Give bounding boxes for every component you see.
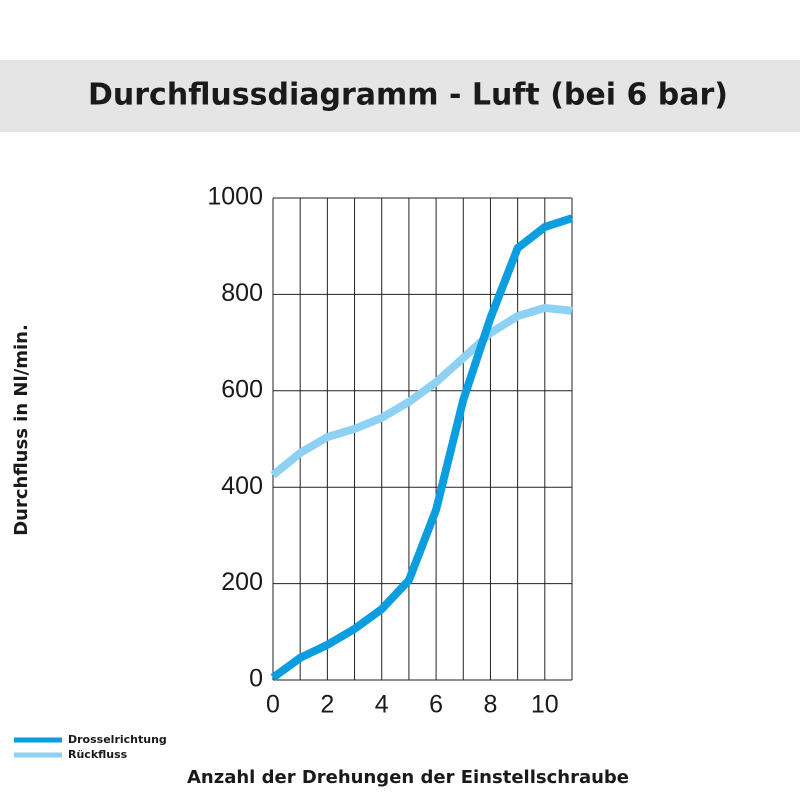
series-line <box>270 303 573 479</box>
x-tick-label: 0 <box>266 691 280 719</box>
y-tick-label: 1000 <box>207 183 263 211</box>
x-tick-label: 4 <box>375 691 389 719</box>
y-tick-label: 200 <box>221 568 263 596</box>
x-tick-label: 10 <box>531 691 559 719</box>
x-axis-title: Anzahl der Drehungen der Einstellschraub… <box>187 767 629 788</box>
chart-title: Durchflussdiagramm - Luft (bei 6 bar) <box>88 78 728 113</box>
y-tick-label: 800 <box>221 279 263 307</box>
legend-label: Rückfluss <box>68 748 128 761</box>
title-band <box>0 60 800 132</box>
x-tick-label: 2 <box>320 691 334 719</box>
x-tick-label: 6 <box>429 691 443 719</box>
y-tick-label: 400 <box>221 472 263 500</box>
y-axis-title: Durchfluss in Nl/min. <box>11 324 32 536</box>
legend-label: Drosselrichtung <box>68 733 167 746</box>
x-tick-label: 8 <box>484 691 498 719</box>
series-line <box>270 214 574 681</box>
y-tick-label: 0 <box>249 665 263 693</box>
y-tick-label: 600 <box>221 375 263 403</box>
